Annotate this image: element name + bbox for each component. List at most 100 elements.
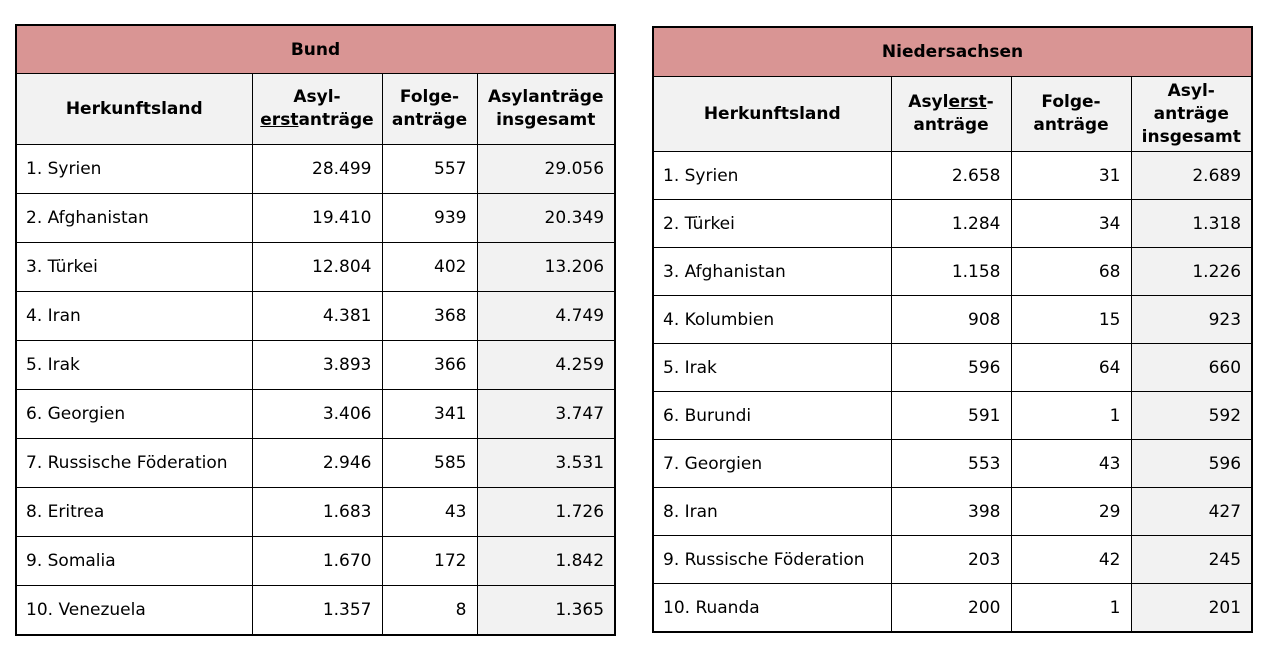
cell-follow-applications: 1 (1010, 583, 1132, 633)
cell-country: 1. Syrien (652, 151, 892, 200)
header-part: anträge (298, 110, 374, 130)
cell-follow-applications: 366 (381, 340, 478, 390)
cell-total-applications: 660 (1130, 343, 1253, 392)
cell-total-applications: 1.842 (476, 536, 616, 586)
cell-country: 7. Russische Föderation (15, 438, 253, 488)
header-part: Asyl- (293, 87, 341, 107)
header-part: insgesamt (1141, 126, 1241, 147)
cell-follow-applications: 29 (1010, 487, 1132, 536)
header-country: Herkunftsland (15, 73, 253, 145)
niedersachsen-table: Niedersachsen Herkunftsland Asylerst- an… (652, 26, 1254, 633)
cell-total-applications: 1.318 (1130, 199, 1253, 248)
cell-follow-applications: 42 (1010, 535, 1132, 584)
table-row: 2. Türkei 1.284 34 1.318 (652, 199, 1253, 248)
cell-follow-applications: 15 (1010, 295, 1132, 344)
cell-first-applications: 553 (890, 439, 1012, 488)
table-row: 5. Irak 3.893 366 4.259 (15, 340, 616, 390)
cell-first-applications: 591 (890, 391, 1012, 440)
table-row: 9. Somalia 1.670 172 1.842 (15, 536, 616, 586)
cell-country: 10. Ruanda (652, 583, 892, 633)
cell-first-applications: 19.410 (251, 193, 383, 243)
cell-first-applications: 4.381 (251, 291, 383, 341)
table-row: 7. Georgien 553 43 596 (652, 439, 1253, 488)
cell-total-applications: 923 (1130, 295, 1253, 344)
cell-first-applications: 2.946 (251, 438, 383, 488)
cell-country: 3. Afghanistan (652, 247, 892, 296)
cell-first-applications: 908 (890, 295, 1012, 344)
cell-follow-applications: 64 (1010, 343, 1132, 392)
header-first-applications: Asyl- erstanträge (251, 73, 383, 145)
cell-country: 4. Iran (15, 291, 253, 341)
header-follow-applications: Folge- anträge (381, 73, 478, 145)
cell-total-applications: 20.349 (476, 193, 616, 243)
table-row: 8. Iran 398 29 427 (652, 487, 1253, 536)
cell-follow-applications: 34 (1010, 199, 1132, 248)
header-part: Asylanträge (488, 87, 604, 107)
header-country: Herkunftsland (652, 76, 892, 152)
cell-first-applications: 3.893 (251, 340, 383, 390)
cell-country: 8. Eritrea (15, 487, 253, 537)
table-row: 5. Irak 596 64 660 (652, 343, 1253, 392)
cell-follow-applications: 172 (381, 536, 478, 586)
cell-follow-applications: 1 (1010, 391, 1132, 440)
header-follow-applications: Folge- anträge (1010, 76, 1132, 152)
cell-total-applications: 592 (1130, 391, 1253, 440)
cell-follow-applications: 341 (381, 389, 478, 439)
cell-first-applications: 203 (890, 535, 1012, 584)
cell-country: 5. Irak (15, 340, 253, 390)
cell-first-applications: 1.683 (251, 487, 383, 537)
header-part: Asyl- (1167, 80, 1215, 101)
cell-first-applications: 1.284 (890, 199, 1012, 248)
header-part: insgesamt (496, 110, 596, 130)
header-first-applications: Asylerst- anträge (890, 76, 1012, 152)
table-row: 8. Eritrea 1.683 43 1.726 (15, 487, 616, 537)
table-row: 10. Ruanda 200 1 201 (652, 583, 1253, 633)
cell-total-applications: 245 (1130, 535, 1253, 584)
cell-country: 8. Iran (652, 487, 892, 536)
bund-table: Bund Herkunftsland Asyl- erstanträge Fol… (15, 24, 617, 636)
header-part-underlined: erst (260, 110, 299, 130)
header-part: anträge (1033, 115, 1109, 135)
header-part: anträge (391, 110, 468, 130)
cell-country: 6. Burundi (652, 391, 892, 440)
cell-country: 3. Türkei (15, 242, 253, 292)
cell-total-applications: 13.206 (476, 242, 616, 292)
cell-follow-applications: 585 (381, 438, 478, 488)
table-row: 3. Afghanistan 1.158 68 1.226 (652, 247, 1253, 296)
cell-total-applications: 29.056 (476, 144, 616, 194)
cell-first-applications: 3.406 (251, 389, 383, 439)
table-row: 6. Georgien 3.406 341 3.747 (15, 389, 616, 439)
cell-first-applications: 1.357 (251, 585, 383, 636)
cell-total-applications: 596 (1130, 439, 1253, 488)
header-part: anträge (1153, 103, 1229, 124)
header-part: anträge (913, 115, 989, 135)
cell-country: 2. Türkei (652, 199, 892, 248)
header-total-applications: Asyl- anträge insgesamt (1130, 76, 1253, 152)
cell-follow-applications: 68 (1010, 247, 1132, 296)
cell-follow-applications: 43 (381, 487, 478, 537)
cell-country: 9. Russische Föderation (652, 535, 892, 584)
cell-total-applications: 4.749 (476, 291, 616, 341)
cell-country: 6. Georgien (15, 389, 253, 439)
cell-country: 9. Somalia (15, 536, 253, 586)
cell-first-applications: 12.804 (251, 242, 383, 292)
cell-country: 5. Irak (652, 343, 892, 392)
table-row: 4. Iran 4.381 368 4.749 (15, 291, 616, 341)
cell-follow-applications: 368 (381, 291, 478, 341)
cell-country: 1. Syrien (15, 144, 253, 194)
cell-first-applications: 398 (890, 487, 1012, 536)
cell-total-applications: 2.689 (1130, 151, 1253, 200)
header-part: Folge- (399, 87, 460, 107)
table-row: 9. Russische Föderation 203 42 245 (652, 535, 1253, 584)
cell-total-applications: 3.747 (476, 389, 616, 439)
cell-first-applications: 1.158 (890, 247, 1012, 296)
cell-follow-applications: 557 (381, 144, 478, 194)
table-row: 7. Russische Föderation 2.946 585 3.531 (15, 438, 616, 488)
cell-follow-applications: 939 (381, 193, 478, 243)
cell-first-applications: 2.658 (890, 151, 1012, 200)
header-part: Folge- (1041, 92, 1101, 112)
header-total-applications: Asylanträge insgesamt (476, 73, 616, 145)
cell-follow-applications: 402 (381, 242, 478, 292)
cell-follow-applications: 31 (1010, 151, 1132, 200)
cell-follow-applications: 8 (381, 585, 478, 636)
